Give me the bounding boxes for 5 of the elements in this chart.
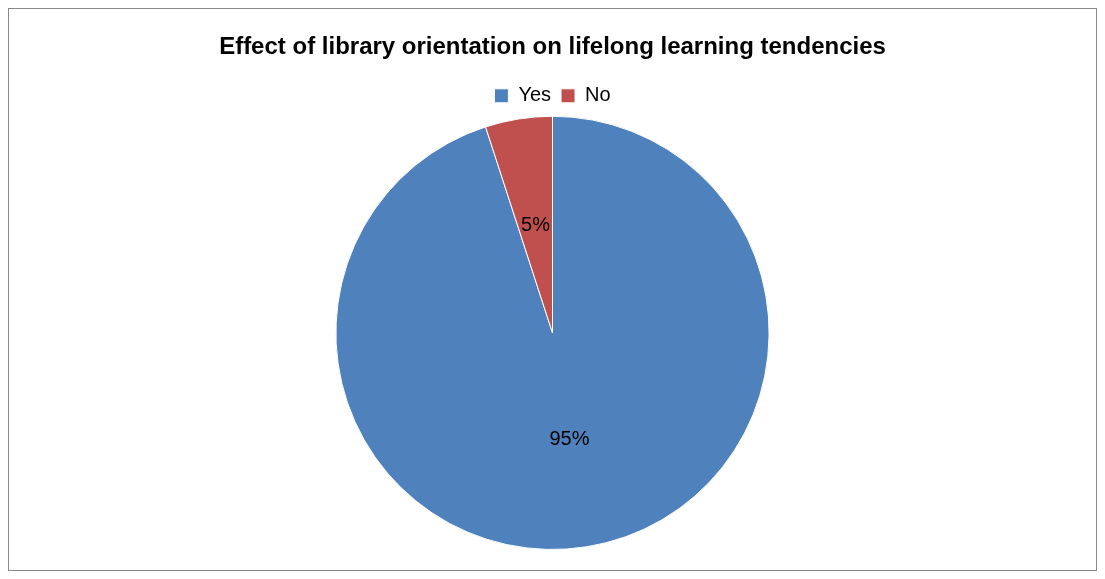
legend-label: Yes	[518, 83, 552, 106]
data-label: 95%	[549, 427, 590, 450]
legend-label: No	[585, 83, 611, 106]
data-label: 5%	[521, 213, 551, 236]
chart-title: Effect of library orientation on lifelong learning tendencies	[219, 32, 886, 60]
